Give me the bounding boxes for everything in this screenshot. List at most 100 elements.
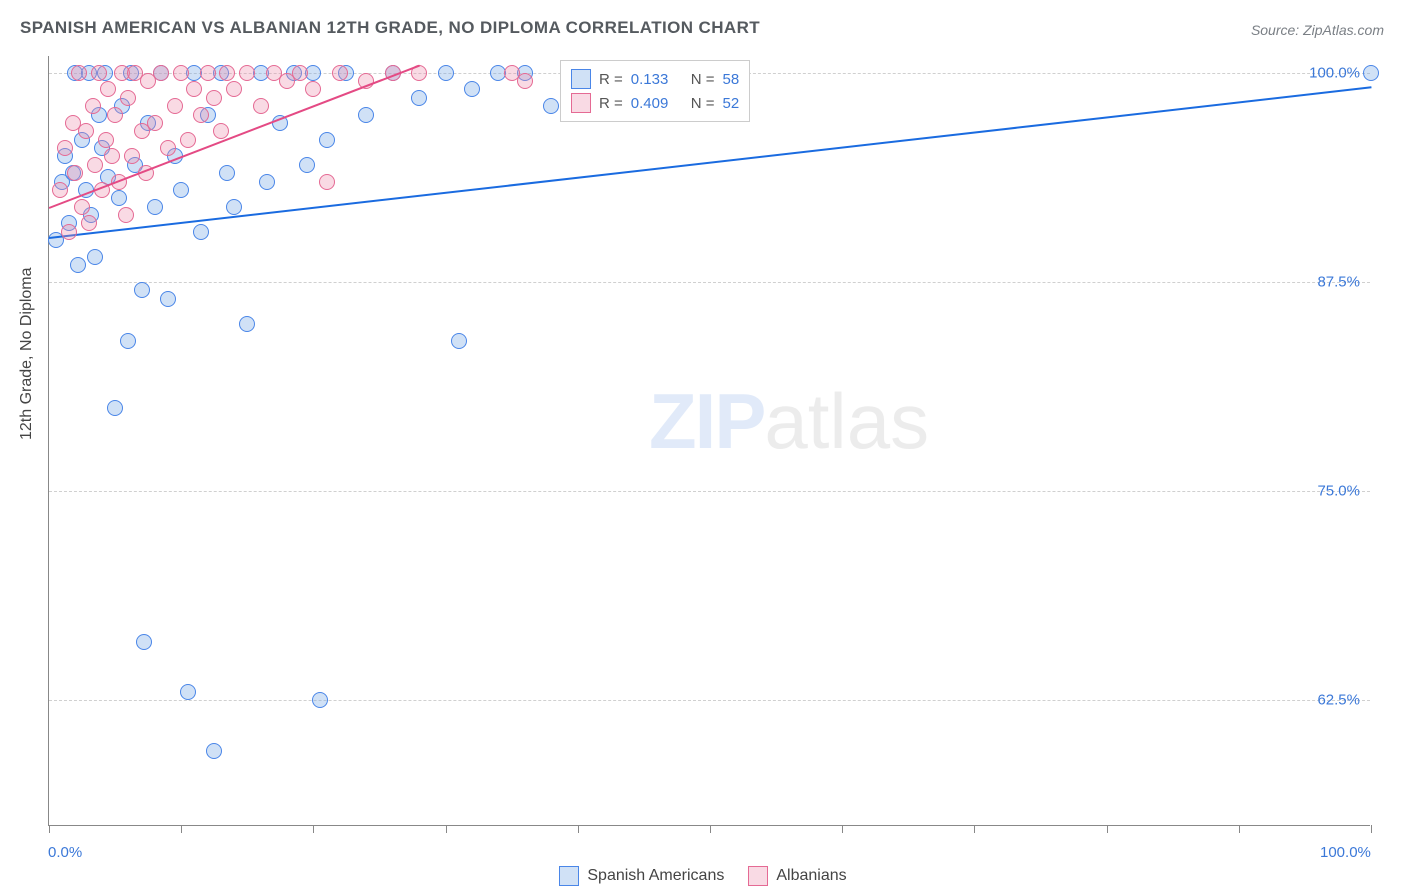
data-point <box>160 291 176 307</box>
legend-swatch <box>748 866 768 886</box>
data-point <box>239 65 255 81</box>
data-point <box>206 90 222 106</box>
x-tick <box>710 825 711 833</box>
x-range-left: 0.0% <box>48 844 82 861</box>
data-point <box>136 634 152 650</box>
data-point <box>193 224 209 240</box>
data-point <box>57 140 73 156</box>
data-point <box>213 123 229 139</box>
x-tick <box>49 825 50 833</box>
data-point <box>104 148 120 164</box>
data-point <box>451 333 467 349</box>
chart-container: SPANISH AMERICAN VS ALBANIAN 12TH GRADE,… <box>0 0 1406 892</box>
legend-r-value: 0.409 <box>631 95 683 112</box>
data-point <box>70 257 86 273</box>
x-tick <box>1239 825 1240 833</box>
data-point <box>200 65 216 81</box>
data-point <box>85 98 101 114</box>
x-tick <box>313 825 314 833</box>
x-tick <box>1371 825 1372 833</box>
legend-n-value: 58 <box>723 71 740 88</box>
legend-series-item: Albanians <box>748 866 846 886</box>
x-tick <box>578 825 579 833</box>
data-point <box>160 140 176 156</box>
data-point <box>319 132 335 148</box>
data-point <box>74 199 90 215</box>
data-point <box>111 190 127 206</box>
x-tick <box>446 825 447 833</box>
data-point <box>464 81 480 97</box>
data-point <box>87 157 103 173</box>
data-point <box>226 81 242 97</box>
data-point <box>107 400 123 416</box>
legend-stat-row: R = 0.133 N = 58 <box>571 67 739 91</box>
data-point <box>219 65 235 81</box>
data-point <box>219 165 235 181</box>
data-point <box>100 81 116 97</box>
x-range-right: 100.0% <box>1320 844 1371 861</box>
data-point <box>67 165 83 181</box>
data-point <box>107 107 123 123</box>
watermark-zip: ZIP <box>649 377 764 465</box>
x-tick <box>842 825 843 833</box>
legend-series-item: Spanish Americans <box>559 866 724 886</box>
data-point <box>180 132 196 148</box>
data-point <box>61 224 77 240</box>
data-point <box>120 333 136 349</box>
legend-r-label: R = <box>599 95 623 112</box>
data-point <box>134 282 150 298</box>
x-tick <box>1107 825 1108 833</box>
chart-source: Source: ZipAtlas.com <box>1251 22 1384 38</box>
gridline <box>49 700 1370 701</box>
data-point <box>239 316 255 332</box>
data-point <box>87 249 103 265</box>
data-point <box>147 115 163 131</box>
data-point <box>193 107 209 123</box>
data-point <box>147 199 163 215</box>
data-point <box>292 65 308 81</box>
x-tick <box>974 825 975 833</box>
y-tick-label: 100.0% <box>1309 64 1360 81</box>
data-point <box>319 174 335 190</box>
watermark-atlas: atlas <box>764 377 929 465</box>
data-point <box>206 743 222 759</box>
data-point <box>120 90 136 106</box>
legend-swatch <box>571 69 591 89</box>
gridline <box>49 282 1370 283</box>
data-point <box>358 107 374 123</box>
y-tick-label: 75.0% <box>1317 483 1360 500</box>
data-point <box>253 98 269 114</box>
data-point <box>438 65 454 81</box>
data-point <box>543 98 559 114</box>
data-point <box>180 684 196 700</box>
y-tick-label: 87.5% <box>1317 273 1360 290</box>
data-point <box>91 65 107 81</box>
data-point <box>332 65 348 81</box>
legend-swatch <box>571 93 591 113</box>
gridline <box>49 491 1370 492</box>
data-point <box>186 81 202 97</box>
watermark: ZIPatlas <box>649 376 929 467</box>
legend-n-label: N = <box>691 71 715 88</box>
plot-area: ZIPatlas 62.5%75.0%87.5%100.0% <box>48 56 1370 826</box>
legend-series-label: Albanians <box>776 867 846 885</box>
legend-r-label: R = <box>599 71 623 88</box>
data-point <box>124 148 140 164</box>
chart-title: SPANISH AMERICAN VS ALBANIAN 12TH GRADE,… <box>20 18 760 38</box>
data-point <box>1363 65 1379 81</box>
data-point <box>52 182 68 198</box>
data-point <box>173 182 189 198</box>
legend-series: Spanish Americans Albanians <box>0 866 1406 886</box>
data-point <box>118 207 134 223</box>
data-point <box>71 65 87 81</box>
data-point <box>299 157 315 173</box>
legend-n-value: 52 <box>723 95 740 112</box>
data-point <box>173 65 189 81</box>
y-axis-label: 12th Grade, No Diploma <box>18 267 36 440</box>
data-point <box>78 123 94 139</box>
legend-r-value: 0.133 <box>631 71 683 88</box>
legend-n-label: N = <box>691 95 715 112</box>
data-point <box>259 174 275 190</box>
data-point <box>153 65 169 81</box>
data-point <box>167 98 183 114</box>
